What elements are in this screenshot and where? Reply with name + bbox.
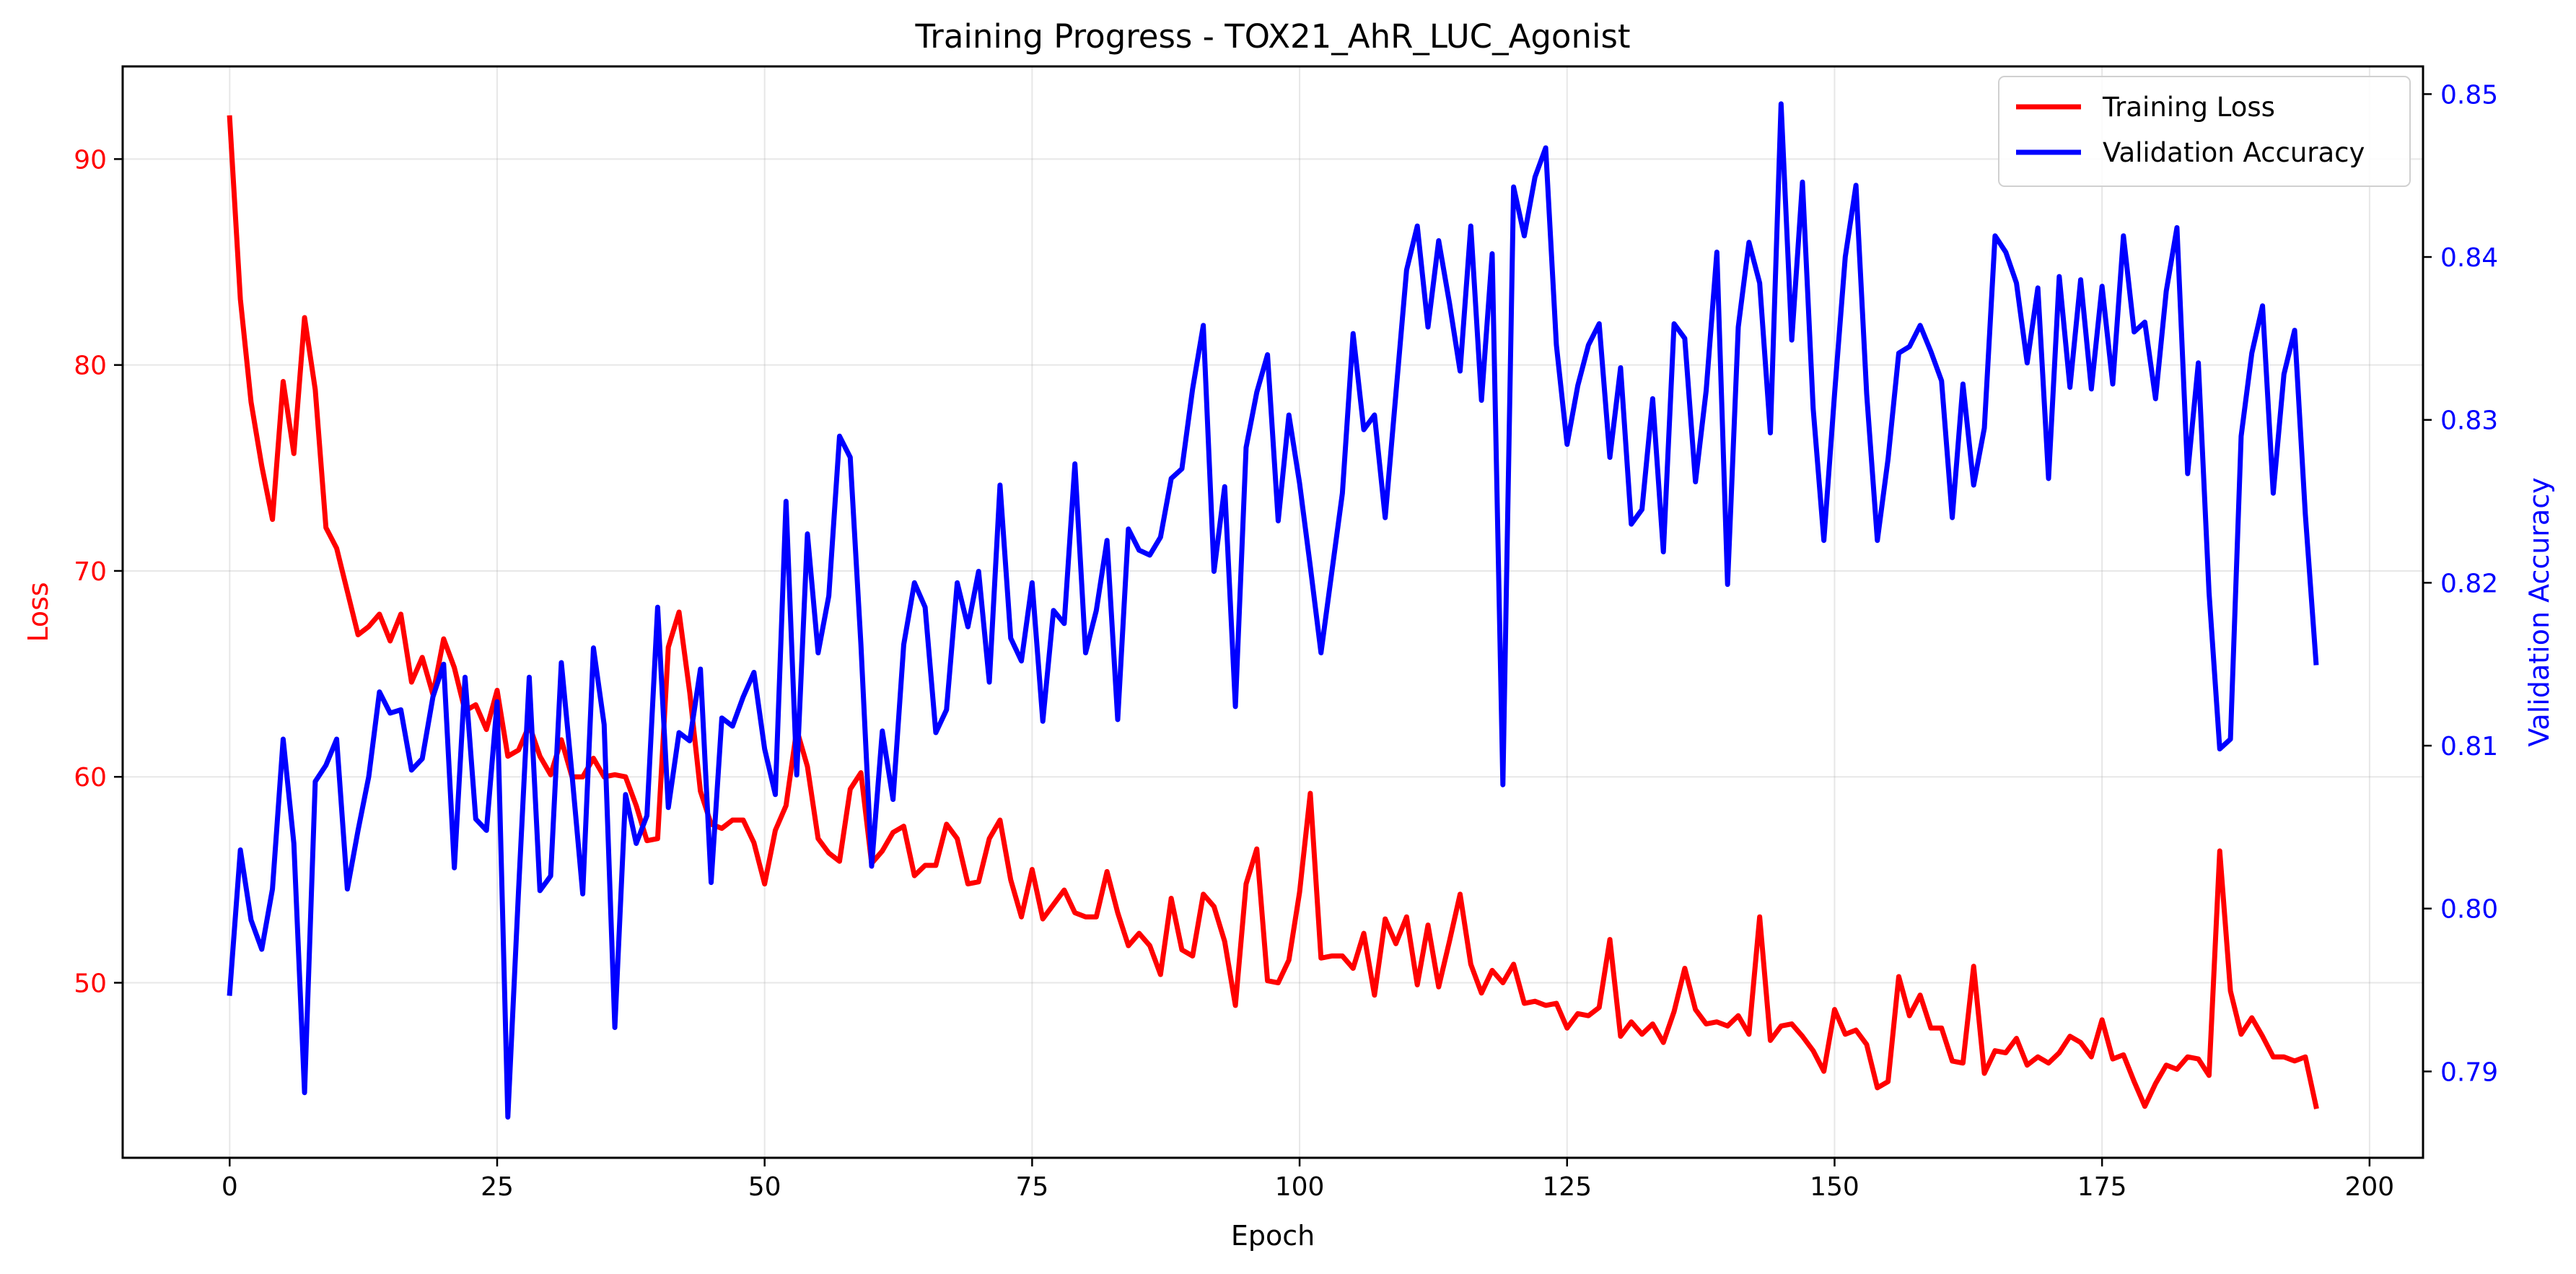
- chart-title: Training Progress - TOX21_AhR_LUC_Agonis…: [914, 17, 1630, 56]
- y-right-tick-label: 0.81: [2440, 732, 2498, 762]
- y-axis-right-label: Validation Accuracy: [2523, 477, 2555, 746]
- legend-box: [1998, 76, 2411, 187]
- y-axis-right: 0.79 0.80 0.81 0.82 0.83 0.84 0.85: [2423, 80, 2498, 1087]
- y-right-tick-label: 0.82: [2440, 569, 2498, 598]
- x-tick-label: 75: [1015, 1172, 1048, 1202]
- y-left-tick-label: 50: [74, 969, 107, 999]
- x-tick-label: 125: [1542, 1172, 1592, 1202]
- y-right-tick-label: 0.79: [2440, 1057, 2498, 1087]
- y-left-tick-label: 90: [74, 145, 107, 175]
- y-axis-left-label: Loss: [22, 582, 54, 642]
- x-tick-label: 200: [2345, 1172, 2395, 1202]
- y-left-tick-label: 60: [74, 763, 107, 793]
- legend-label-training-loss: Training Loss: [2102, 92, 2275, 123]
- x-tick-label: 25: [481, 1172, 514, 1202]
- series-line-validation-accuracy: [227, 101, 2319, 1120]
- legend: Training Loss Validation Accuracy: [1998, 76, 2411, 187]
- x-tick-label: 175: [2077, 1172, 2127, 1202]
- y-left-tick-label: 70: [74, 557, 107, 587]
- y-right-tick-label: 0.80: [2440, 895, 2498, 925]
- y-left-tick-label: 80: [74, 352, 107, 381]
- y-axis-left: 50 60 70 80 90: [74, 145, 123, 999]
- legend-label-validation-accuracy: Validation Accuracy: [2103, 137, 2365, 168]
- series-layer: [227, 101, 2319, 1120]
- x-tick-label: 150: [1810, 1172, 1859, 1202]
- x-axis: 0 25 50 75 100 125 150 175 200: [222, 1158, 2394, 1202]
- series-line-training-loss: [227, 115, 2319, 1109]
- y-right-tick-label: 0.85: [2440, 80, 2498, 110]
- y-right-tick-label: 0.83: [2440, 406, 2498, 436]
- x-tick-label: 100: [1275, 1172, 1325, 1202]
- y-right-tick-label: 0.84: [2440, 243, 2498, 273]
- x-tick-label: 50: [748, 1172, 781, 1202]
- plot-frame: [121, 65, 2424, 1159]
- x-axis-label: Epoch: [1231, 1220, 1315, 1252]
- x-tick-label: 0: [222, 1172, 238, 1202]
